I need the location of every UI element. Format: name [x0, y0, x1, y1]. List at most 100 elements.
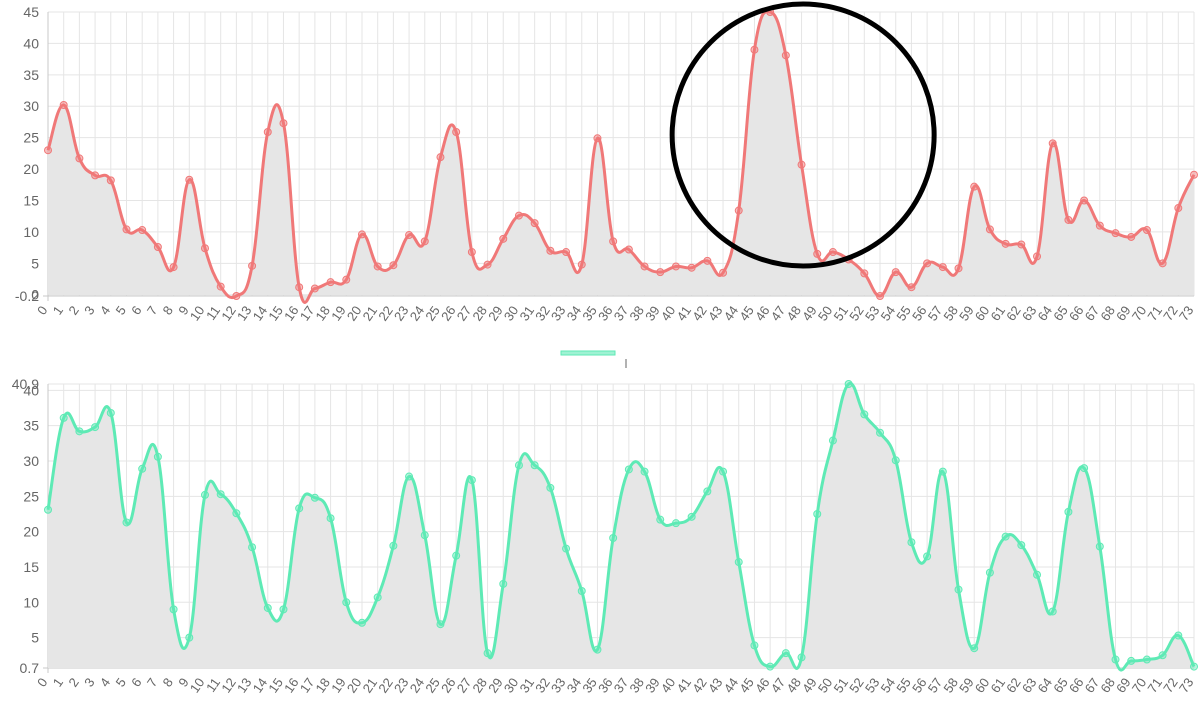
data-point[interactable]	[200, 244, 209, 253]
data-point[interactable]	[153, 242, 162, 251]
data-point[interactable]	[640, 467, 649, 476]
data-point[interactable]	[923, 552, 932, 561]
data-point[interactable]	[1017, 240, 1026, 249]
data-point[interactable]	[263, 603, 272, 612]
data-point[interactable]	[970, 182, 979, 191]
data-point[interactable]	[907, 538, 916, 547]
data-point[interactable]	[938, 263, 947, 272]
data-point[interactable]	[452, 128, 461, 137]
data-point[interactable]	[75, 154, 84, 163]
data-point[interactable]	[1017, 541, 1026, 550]
data-point[interactable]	[420, 237, 429, 246]
data-point[interactable]	[530, 461, 539, 470]
data-point[interactable]	[970, 644, 979, 653]
data-point[interactable]	[923, 259, 932, 268]
data-point[interactable]	[813, 509, 822, 518]
data-point[interactable]	[828, 248, 837, 257]
data-point[interactable]	[499, 579, 508, 588]
data-point[interactable]	[577, 260, 586, 269]
data-point[interactable]	[1174, 631, 1183, 640]
data-point[interactable]	[138, 464, 147, 473]
data-point[interactable]	[1033, 570, 1042, 579]
data-point[interactable]	[59, 100, 68, 109]
data-point[interactable]	[106, 176, 115, 185]
data-point[interactable]	[797, 653, 806, 662]
data-point[interactable]	[153, 452, 162, 461]
data-point[interactable]	[514, 211, 523, 220]
data-point[interactable]	[546, 483, 555, 492]
data-point[interactable]	[985, 225, 994, 234]
data-point[interactable]	[876, 428, 885, 437]
data-point[interactable]	[91, 423, 100, 432]
data-point[interactable]	[954, 585, 963, 594]
data-point[interactable]	[750, 641, 759, 650]
data-point[interactable]	[248, 261, 257, 270]
data-point[interactable]	[326, 278, 335, 287]
data-point[interactable]	[1142, 226, 1151, 235]
data-point[interactable]	[295, 283, 304, 292]
data-point[interactable]	[169, 263, 178, 272]
data-point[interactable]	[122, 518, 131, 527]
data-point[interactable]	[703, 487, 712, 496]
data-point[interactable]	[609, 534, 618, 543]
data-point[interactable]	[373, 593, 382, 602]
data-point[interactable]	[185, 633, 194, 642]
data-point[interactable]	[609, 237, 618, 246]
data-point[interactable]	[546, 246, 555, 255]
data-point[interactable]	[687, 263, 696, 272]
data-point[interactable]	[624, 245, 633, 254]
data-point[interactable]	[232, 292, 241, 300]
data-point[interactable]	[860, 269, 869, 278]
data-point[interactable]	[279, 119, 288, 128]
data-point[interactable]	[326, 514, 335, 523]
data-point[interactable]	[1048, 607, 1057, 616]
data-point[interactable]	[483, 649, 492, 658]
data-point[interactable]	[452, 551, 461, 560]
data-point[interactable]	[436, 153, 445, 162]
data-point[interactable]	[467, 248, 476, 257]
data-point[interactable]	[891, 456, 900, 465]
data-point[interactable]	[59, 413, 68, 422]
data-point[interactable]	[562, 544, 571, 553]
data-point[interactable]	[1127, 232, 1136, 241]
data-point[interactable]	[562, 248, 571, 257]
data-point[interactable]	[263, 128, 272, 137]
data-point[interactable]	[405, 231, 414, 240]
data-point[interactable]	[514, 461, 523, 470]
data-point[interactable]	[1064, 215, 1073, 224]
data-point[interactable]	[1190, 662, 1198, 671]
data-point[interactable]	[734, 206, 743, 215]
data-point[interactable]	[295, 504, 304, 513]
data-point[interactable]	[216, 490, 225, 499]
data-point[interactable]	[310, 493, 319, 502]
data-point[interactable]	[1001, 532, 1010, 541]
data-point[interactable]	[703, 256, 712, 265]
data-point[interactable]	[1158, 259, 1167, 268]
data-point[interactable]	[671, 262, 680, 271]
data-point[interactable]	[750, 45, 759, 54]
data-point[interactable]	[122, 225, 131, 234]
data-point[interactable]	[389, 541, 398, 550]
data-point[interactable]	[593, 134, 602, 143]
data-point[interactable]	[985, 568, 994, 577]
data-point[interactable]	[1142, 655, 1151, 664]
data-point[interactable]	[44, 505, 52, 514]
data-point[interactable]	[499, 234, 508, 243]
data-point[interactable]	[200, 490, 209, 499]
data-point[interactable]	[734, 558, 743, 567]
legend-swatch[interactable]	[560, 350, 616, 356]
data-point[interactable]	[1158, 651, 1167, 660]
data-point[interactable]	[420, 531, 429, 540]
data-point[interactable]	[719, 268, 728, 277]
data-point[interactable]	[1001, 239, 1010, 248]
data-point[interactable]	[593, 645, 602, 654]
data-point[interactable]	[1095, 542, 1104, 551]
data-point[interactable]	[467, 476, 476, 485]
data-point[interactable]	[1048, 139, 1057, 148]
data-point[interactable]	[138, 226, 147, 235]
data-point[interactable]	[1080, 196, 1089, 205]
data-point[interactable]	[185, 175, 194, 184]
data-point[interactable]	[530, 219, 539, 228]
data-point[interactable]	[687, 512, 696, 521]
data-point[interactable]	[860, 410, 869, 419]
